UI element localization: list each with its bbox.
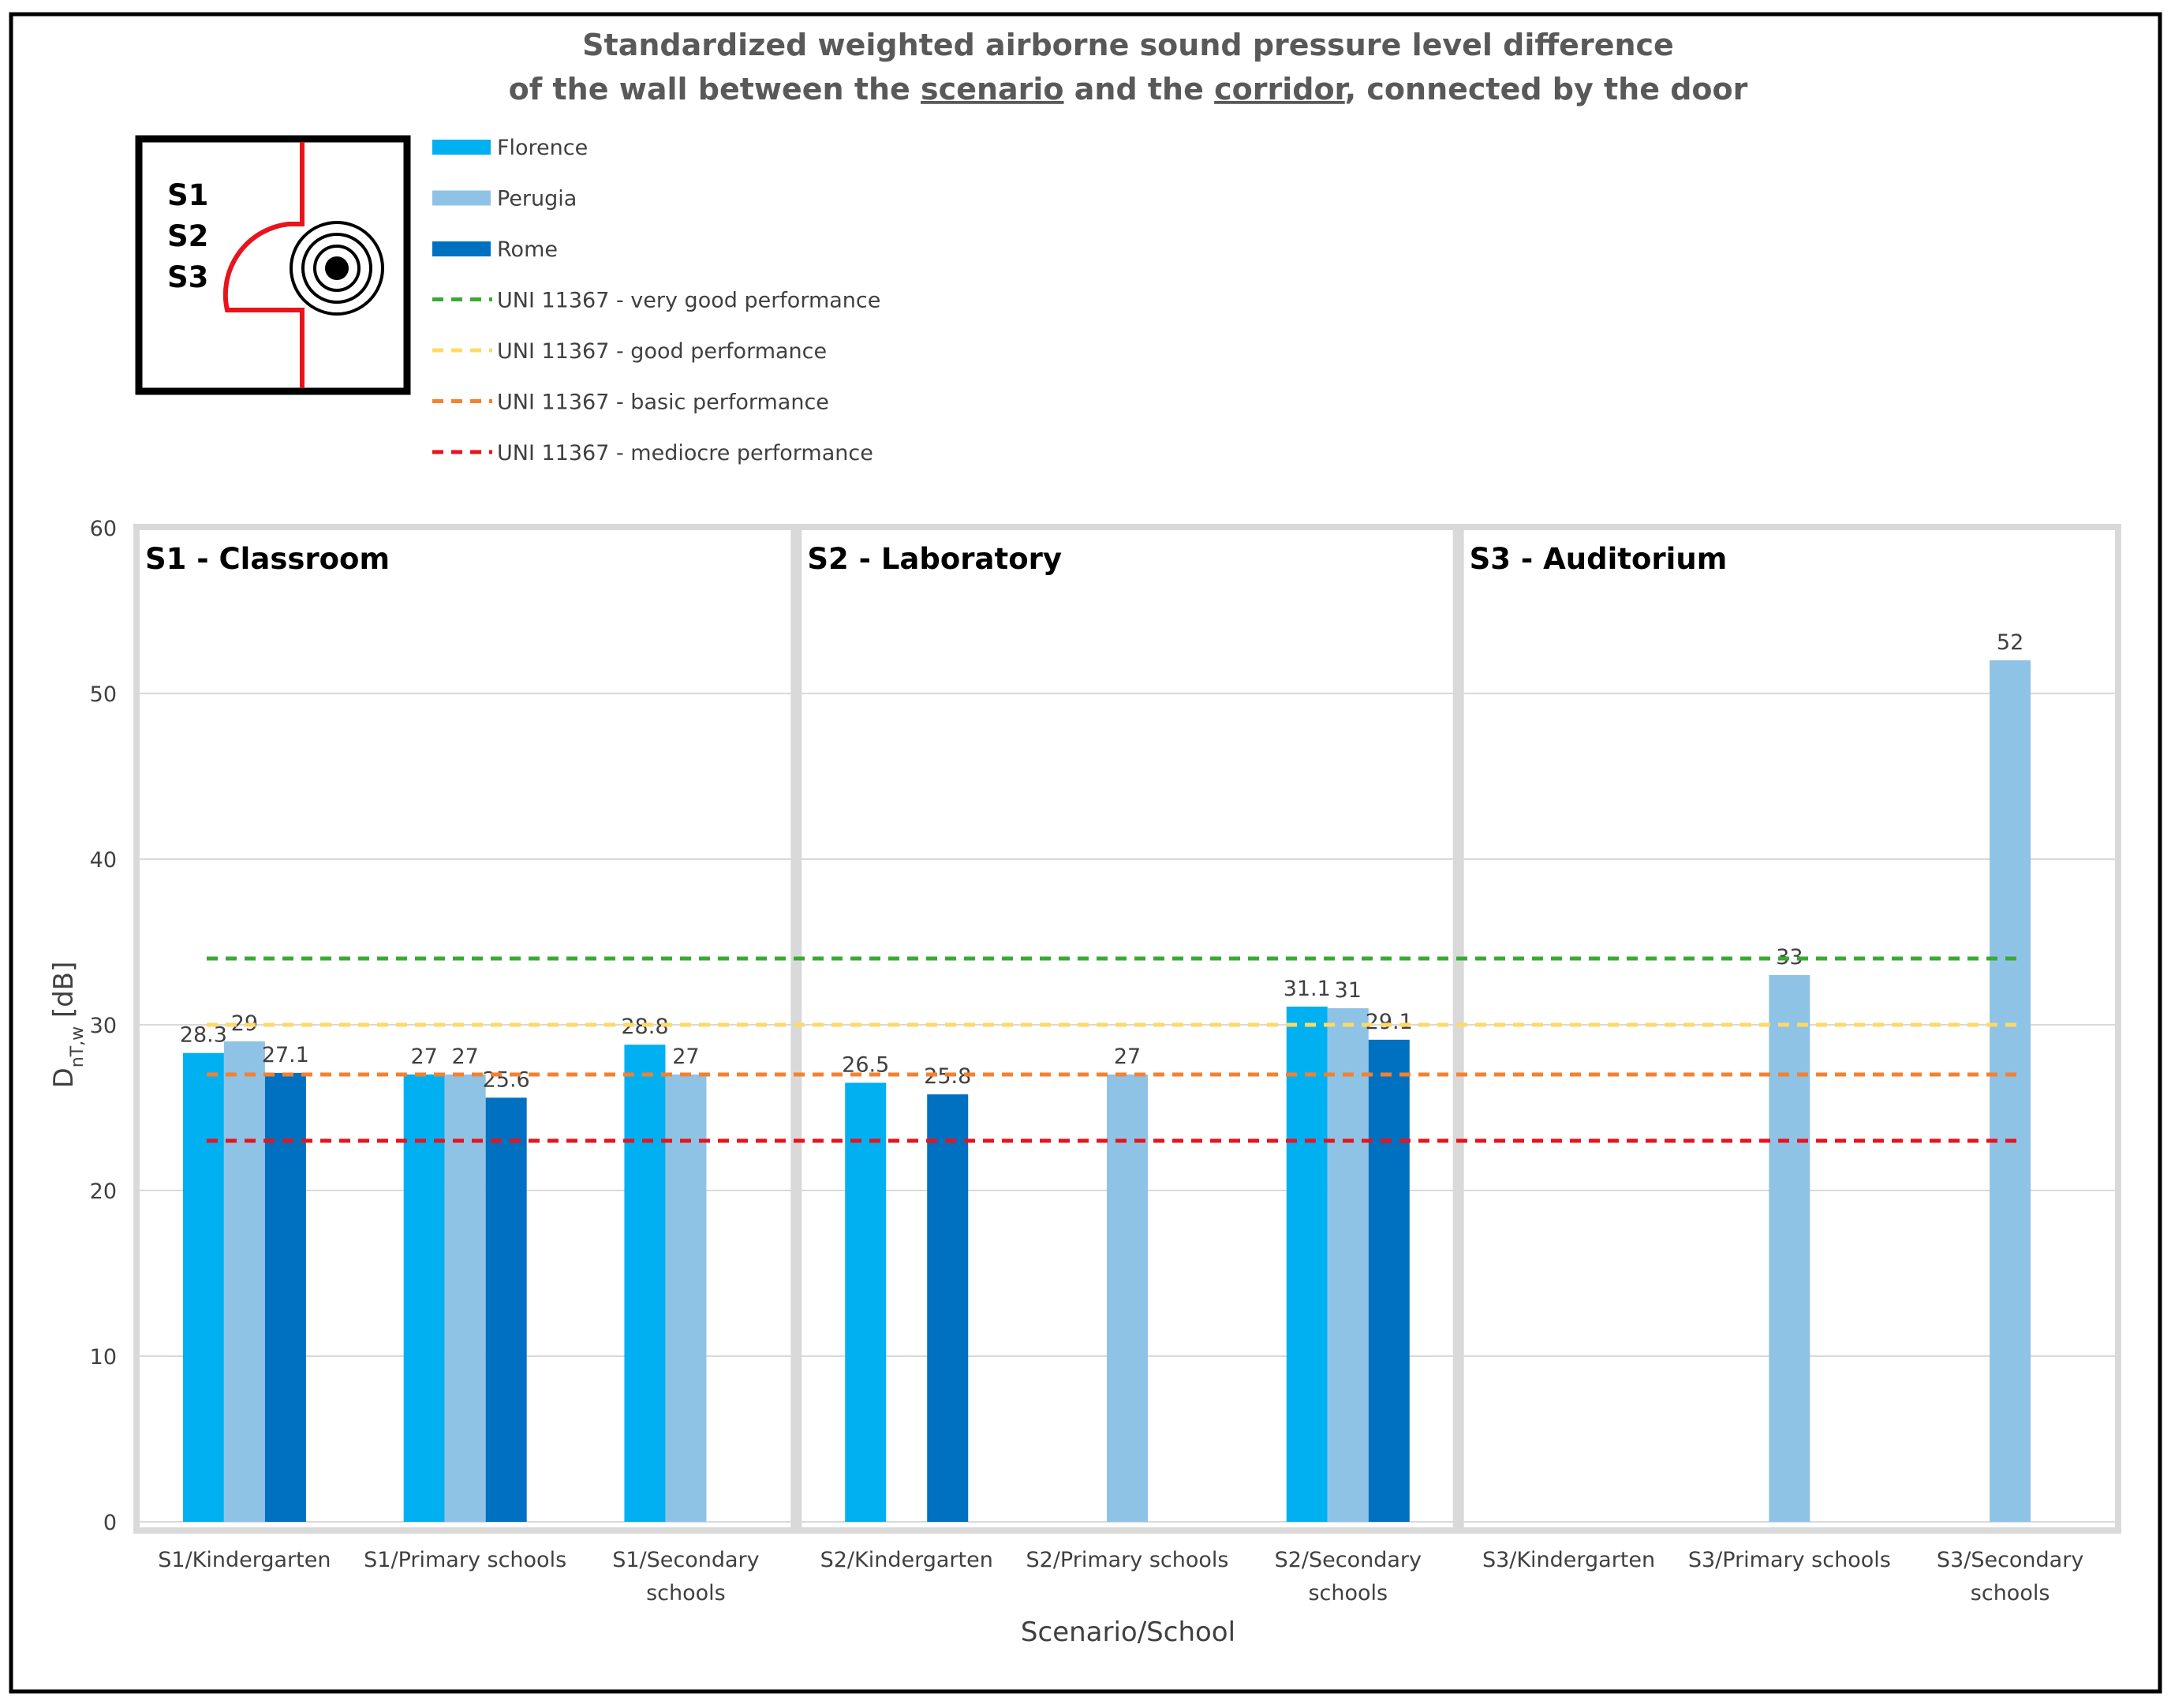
bar-s3-cat3-perugia xyxy=(1990,660,2031,1522)
x-category-label-s3-3: S3/Secondary xyxy=(1937,1548,2083,1572)
scenario-icon: S1 S2 S3 xyxy=(135,135,411,395)
y-axis-title-unit: [dB] xyxy=(48,962,80,1026)
bar-s1-cat2-rome xyxy=(485,1097,527,1522)
chart-title-line2: of the wall between the scenario and the… xyxy=(509,72,1748,107)
title-part-3: and the xyxy=(1064,72,1215,107)
panel-title-s1: S1 - Classroom xyxy=(145,542,390,576)
y-axis-title: DnT,w [dB] xyxy=(48,962,88,1089)
panel-frame-s1 xyxy=(133,524,798,1534)
y-axis-title-sub: nT,w xyxy=(68,1026,88,1067)
title-part-1: of the wall between the xyxy=(509,72,921,107)
icon-label-s1: S1 xyxy=(167,178,208,212)
y-tick-label-40: 40 xyxy=(90,848,117,873)
bar-s1-cat1-florence xyxy=(182,1052,224,1522)
legend-label-uni-11367-basic-performance: UNI 11367 - basic performance xyxy=(497,391,829,415)
x-category-label-s3-3-line2: schools xyxy=(1971,1581,2050,1605)
panel-frame-s2 xyxy=(795,524,1459,1534)
x-category-label-s1-2: S1/Primary schools xyxy=(364,1548,566,1572)
y-tick-label-50: 50 xyxy=(90,682,117,707)
y-axis-title-main: D xyxy=(48,1067,80,1088)
bar-s1-cat2-florence xyxy=(403,1075,445,1522)
value-label-s2-cat3-florence: 31.1 xyxy=(1284,977,1331,1001)
legend-label-florence: Florence xyxy=(497,136,588,160)
y-tick-label-60: 60 xyxy=(90,517,117,541)
bar-s2-cat3-florence xyxy=(1286,1006,1328,1522)
value-label-s3-cat3-perugia: 52 xyxy=(1997,630,2023,655)
value-label-s1-cat2-florence: 27 xyxy=(410,1045,437,1069)
icon-label-s2: S2 xyxy=(167,219,208,253)
y-tick-label-30: 30 xyxy=(90,1014,117,1038)
value-label-s2-cat3-rome: 29.1 xyxy=(1366,1010,1413,1034)
bar-s2-cat1-rome xyxy=(927,1094,969,1522)
x-category-label-s1-3-line2: schools xyxy=(646,1581,726,1605)
bar-s1-cat1-perugia xyxy=(223,1041,265,1522)
title-part-scenario: scenario xyxy=(921,72,1063,107)
bar-s2-cat2-perugia xyxy=(1107,1075,1148,1522)
icon-label-s3: S3 xyxy=(167,260,208,294)
value-label-s2-cat2-perugia: 27 xyxy=(1114,1045,1141,1069)
value-label-s2-cat1-rome: 25.8 xyxy=(924,1064,971,1089)
legend-label-uni-11367-good-performance: UNI 11367 - good performance xyxy=(497,339,827,364)
sound-source-icon xyxy=(290,221,384,316)
bar-s3-cat2-perugia xyxy=(1769,975,1810,1522)
legend-label-rome: Rome xyxy=(497,237,558,262)
x-category-label-s2-3-line2: schools xyxy=(1308,1581,1388,1605)
x-category-label-s1-3: S1/Secondary xyxy=(612,1548,759,1572)
y-tick-label-20: 20 xyxy=(90,1179,117,1204)
plot-area: 0 10 20 30 40 50 60 DnT,w [dB] S1 - Classroom 28.… xyxy=(48,517,2121,1648)
legend-label-uni-11367-mediocre-performance: UNI 11367 - mediocre performance xyxy=(497,441,873,465)
value-label-s1-cat2-perugia: 27 xyxy=(451,1045,478,1069)
bar-s1-cat3-perugia xyxy=(665,1075,707,1522)
value-label-s1-cat1-rome: 27.1 xyxy=(262,1043,309,1067)
value-label-s2-cat1-florence: 26.5 xyxy=(842,1053,889,1078)
bar-s1-cat2-perugia xyxy=(444,1075,486,1522)
panel-frame-s3 xyxy=(1457,524,2121,1534)
title-part-corridor: corridor xyxy=(1214,72,1349,107)
x-category-label-s2-2: S2/Primary schools xyxy=(1026,1548,1229,1572)
bar-s1-cat1-rome xyxy=(264,1072,306,1522)
legend-swatch-rome xyxy=(432,241,491,256)
panel-title-s3: S3 - Auditorium xyxy=(1470,542,1728,576)
x-category-label-s2-3: S2/Secondary xyxy=(1275,1548,1422,1572)
room-outline-icon xyxy=(135,135,411,395)
bar-s2-cat3-perugia xyxy=(1327,1008,1369,1522)
legend-label-perugia: Perugia xyxy=(497,187,577,211)
bar-s2-cat1-florence xyxy=(845,1082,887,1522)
y-tick-label-10: 10 xyxy=(90,1345,117,1370)
value-label-s1-cat1-florence: 28.3 xyxy=(180,1023,227,1048)
legend-swatch-florence xyxy=(432,140,491,155)
y-tick-label-0: 0 xyxy=(103,1511,117,1535)
bar-s2-cat3-rome xyxy=(1368,1039,1410,1522)
door-wall-icon xyxy=(222,142,305,388)
x-category-label-s2-1: S2/Kindergarten xyxy=(820,1548,993,1572)
title-part-5: , connected by the door xyxy=(1345,72,1748,107)
value-label-s1-cat2-rome: 25.6 xyxy=(483,1067,530,1092)
bar-s1-cat3-florence xyxy=(624,1045,666,1522)
value-label-s2-cat3-perugia: 31 xyxy=(1335,978,1362,1003)
x-category-label-s1-1: S1/Kindergarten xyxy=(158,1548,331,1572)
x-category-label-s3-1: S3/Kindergarten xyxy=(1482,1548,1655,1572)
panel-title-s2: S2 - Laboratory xyxy=(807,542,1062,576)
chart-title-line1: Standardized weighted airborne sound pre… xyxy=(582,28,1674,62)
legend-label-uni-11367-very-good-performance: UNI 11367 - very good performance xyxy=(497,289,880,313)
value-label-s1-cat3-florence: 28.8 xyxy=(621,1015,668,1039)
value-label-s1-cat3-perugia: 27 xyxy=(672,1045,699,1069)
legend: Florence Perugia Rome UNI 11367 - very good… xyxy=(432,136,880,465)
legend-swatch-perugia xyxy=(432,190,491,206)
x-axis-title: Scenario/School xyxy=(1021,1616,1235,1648)
x-category-label-s3-2: S3/Primary schools xyxy=(1688,1548,1891,1572)
